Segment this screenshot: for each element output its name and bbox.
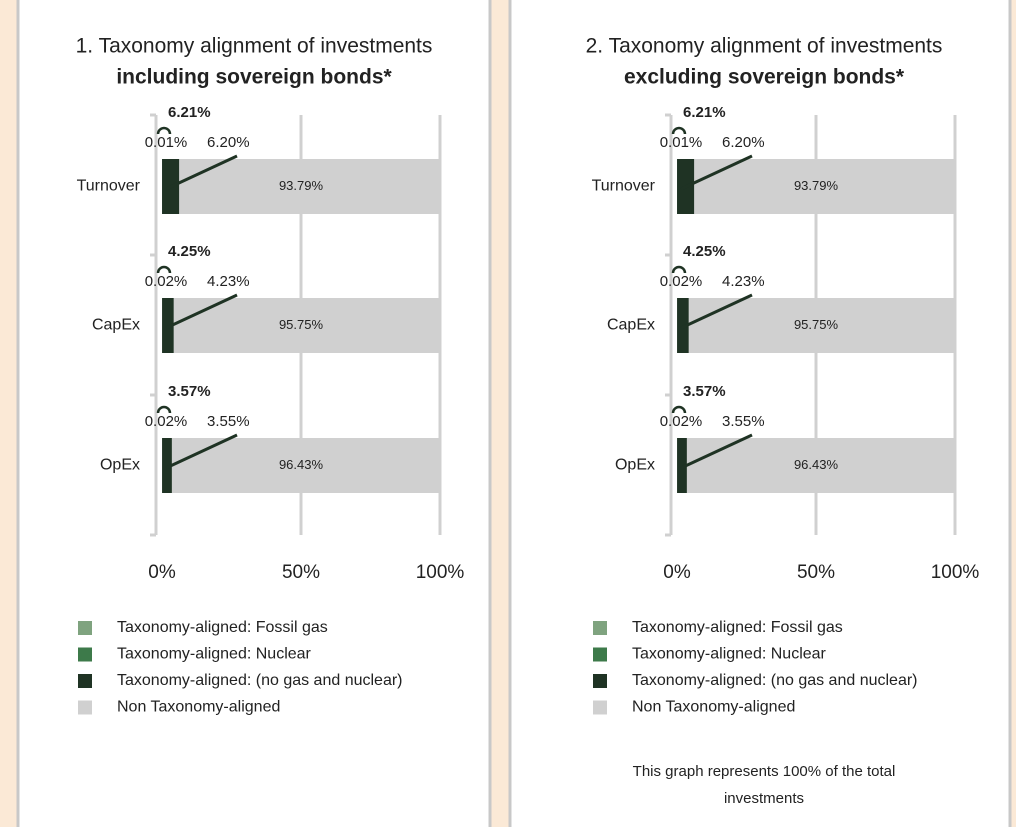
- x-tick-label: 50%: [797, 562, 835, 583]
- legend-swatch: [593, 700, 607, 715]
- leader-line: [165, 154, 238, 191]
- data-label: 3.55%: [207, 413, 250, 430]
- data-label: 0.01%: [145, 134, 188, 151]
- note: This graph represents 100% of the total: [633, 763, 896, 780]
- category-label: OpEx: [100, 457, 140, 474]
- bar-segment: [677, 438, 687, 493]
- category-label: CapEx: [607, 317, 655, 334]
- data-label: 4.23%: [722, 273, 765, 290]
- bar-segment: [162, 438, 172, 493]
- chart-subtitle: including sovereign bonds*: [116, 66, 392, 89]
- leader-line: [680, 154, 753, 191]
- bar-segment: [171, 438, 440, 493]
- note: investments: [724, 790, 804, 807]
- legend-label: Taxonomy-aligned: Nuclear: [117, 646, 312, 663]
- leader-line: [165, 433, 238, 470]
- total-bracket: [671, 405, 687, 414]
- data-label: 93.79%: [794, 178, 839, 193]
- total-label: 6.21%: [168, 104, 211, 121]
- category-label: Turnover: [77, 178, 141, 195]
- data-label: 6.20%: [207, 134, 250, 151]
- legend-label: Taxonomy-aligned: (no gas and nuclear): [632, 672, 918, 689]
- legend-swatch: [593, 621, 607, 635]
- total-label: 4.25%: [168, 243, 211, 260]
- total-bracket: [156, 126, 172, 135]
- legend-label: Non Taxonomy-aligned: [632, 699, 795, 716]
- total-label: 4.25%: [683, 243, 726, 260]
- x-tick-label: 50%: [282, 562, 320, 583]
- data-label: 95.75%: [279, 317, 324, 332]
- total-bracket: [156, 405, 172, 414]
- category-label: CapEx: [92, 317, 140, 334]
- chart-title: 1. Taxonomy alignment of investments: [76, 35, 433, 58]
- legend-swatch: [593, 647, 607, 662]
- x-tick-label: 100%: [931, 562, 980, 583]
- legend-swatch: [78, 621, 92, 635]
- category-label: OpEx: [615, 457, 655, 474]
- legend-label: Taxonomy-aligned: Nuclear: [632, 646, 827, 663]
- x-tick-label: 100%: [416, 562, 465, 583]
- x-tick-label: 0%: [663, 562, 691, 583]
- data-label: 0.01%: [660, 134, 703, 151]
- bar-segment: [179, 159, 440, 214]
- bar-segment: [173, 298, 440, 353]
- panel: [508, 0, 1012, 827]
- leader-line: [680, 433, 753, 470]
- data-label: 0.02%: [660, 273, 703, 290]
- legend-swatch: [78, 647, 92, 662]
- chart-title: 2. Taxonomy alignment of investments: [586, 35, 943, 58]
- data-label: 3.55%: [722, 413, 765, 430]
- data-label: 96.43%: [279, 457, 324, 472]
- category-label: Turnover: [592, 178, 656, 195]
- data-label: 93.79%: [279, 178, 324, 193]
- total-label: 3.57%: [683, 383, 726, 400]
- data-label: 96.43%: [794, 457, 839, 472]
- bar-segment: [694, 159, 955, 214]
- bar-segment: [688, 298, 955, 353]
- legend-label: Taxonomy-aligned: Fossil gas: [117, 619, 328, 636]
- total-bracket: [671, 265, 687, 274]
- data-label: 0.02%: [660, 413, 703, 430]
- leader-line: [165, 293, 238, 330]
- data-label: 4.23%: [207, 273, 250, 290]
- chart-subtitle: excluding sovereign bonds*: [624, 66, 905, 89]
- total-bracket: [156, 265, 172, 274]
- legend-swatch: [593, 674, 607, 688]
- legend-label: Taxonomy-aligned: Fossil gas: [632, 619, 843, 636]
- legend-swatch: [78, 674, 92, 688]
- bar-segment: [686, 438, 955, 493]
- total-label: 3.57%: [168, 383, 211, 400]
- panel: [16, 0, 492, 827]
- legend-label: Non Taxonomy-aligned: [117, 699, 280, 716]
- total-label: 6.21%: [683, 104, 726, 121]
- total-bracket: [671, 126, 687, 135]
- data-label: 0.02%: [145, 413, 188, 430]
- data-label: 0.02%: [145, 273, 188, 290]
- x-tick-label: 0%: [148, 562, 176, 583]
- leader-line: [680, 293, 753, 330]
- data-label: 6.20%: [722, 134, 765, 151]
- legend-swatch: [78, 700, 92, 715]
- legend-label: Taxonomy-aligned: (no gas and nuclear): [117, 672, 403, 689]
- data-label: 95.75%: [794, 317, 839, 332]
